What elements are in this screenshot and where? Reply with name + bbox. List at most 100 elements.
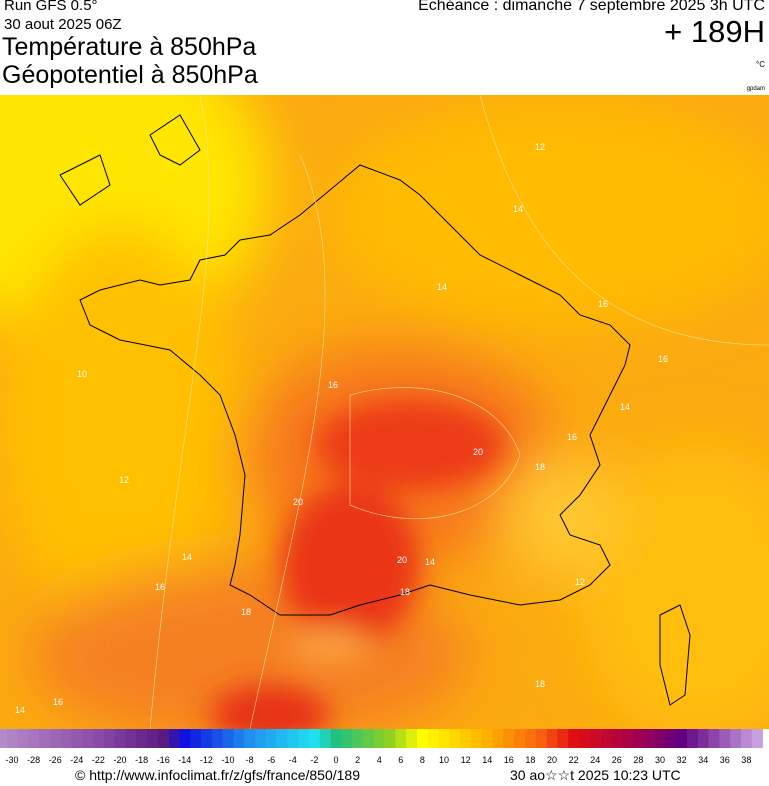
colorbar-tick-label: 12 (461, 755, 471, 765)
colorbar-tick-label: 0 (333, 755, 338, 765)
colorbar-cell (611, 729, 623, 748)
colorbar-cell (157, 729, 169, 748)
lead-time: + 189H (664, 14, 765, 49)
colorbar-cell (622, 729, 634, 748)
colorbar-cell (276, 729, 288, 748)
colorbar-cell (60, 729, 72, 748)
colorbar-tick-label: 30 (655, 755, 665, 765)
echeance: Echéance : dimanche 7 septembre 2025 3h … (418, 0, 765, 14)
colorbar-cell (114, 729, 126, 748)
colorbar-cell (211, 729, 223, 748)
colorbar-cell (481, 729, 493, 748)
colorbar-cell (298, 729, 310, 748)
contour-label: 18 (535, 679, 545, 689)
colorbar-tick-label: 20 (547, 755, 557, 765)
colorbar-cell (71, 729, 83, 748)
colorbar-cell (589, 729, 601, 748)
colorbar-tick-label: 26 (612, 755, 622, 765)
contour-label: 12 (575, 577, 585, 587)
colorbar-tick-label: -2 (310, 755, 318, 765)
colorbar-tick-label: 18 (525, 755, 535, 765)
colorbar-cell (352, 729, 364, 748)
colorbar-cell (633, 729, 645, 748)
contour (149, 95, 769, 729)
colorbar-cell (406, 729, 418, 748)
colorbar-cell (49, 729, 61, 748)
colorbar-cell (503, 729, 515, 748)
colorbar-tick-label: -14 (178, 755, 191, 765)
colorbar-cell (697, 729, 709, 748)
colorbar-tick-label: -28 (27, 755, 40, 765)
colorbar-cell (125, 729, 137, 748)
contour-label: 16 (328, 380, 338, 390)
colorbar-cell (39, 729, 51, 748)
title: Température à 850hPa (2, 33, 257, 61)
contour-label: 14 (620, 402, 630, 412)
colorbar-cell (514, 729, 526, 748)
colorbar-cell (233, 729, 245, 748)
colorbar-tick-label: -8 (246, 755, 254, 765)
colorbar-cell (319, 729, 331, 748)
source-url: © http://www.infoclimat.fr/z/gfs/france/… (75, 767, 360, 783)
field (0, 95, 769, 729)
colorbar-cell (535, 729, 547, 748)
colorbar-cell (719, 729, 731, 748)
colorbar-cell (730, 729, 742, 748)
contour-label: 14 (513, 204, 523, 214)
colorbar-cell (309, 729, 321, 748)
colorbar-tick-label: -16 (157, 755, 170, 765)
colorbar-cell (417, 729, 429, 748)
colorbar-cell (363, 729, 375, 748)
colorbar-tick-label: 14 (482, 755, 492, 765)
colorbar: -30 -28 -26 -24 -22 -20 -18 -16 -14 -12 -10 -8 -6 -4-… (0, 729, 763, 765)
contour-label: 16 (567, 432, 577, 442)
colorbar-cell (427, 729, 439, 748)
contour-label: 18 (241, 607, 251, 617)
colorbar-cell (147, 729, 159, 748)
colorbar-tick-label: 22 (569, 755, 579, 765)
contour-label: 12 (535, 142, 545, 152)
colorbar-cell (665, 729, 677, 748)
colorbar-cell (244, 729, 256, 748)
colorbar-tick-label: -26 (49, 755, 62, 765)
colorbar-cell (600, 729, 612, 748)
colorbar-tick-label: -18 (135, 755, 148, 765)
colorbar-cell (579, 729, 591, 748)
timestamp: 30 ao☆☆t 2025 10:23 UTC (510, 767, 681, 783)
colorbar-cell (708, 729, 720, 748)
title: Géopotentiel à 850hPa (2, 61, 258, 89)
colorbar-tick-label: 2 (355, 755, 360, 765)
colorbar-tick-label: 28 (633, 755, 643, 765)
colorbar-cell (168, 729, 180, 748)
contour-label: 14 (15, 705, 25, 715)
contour-label: 10 (77, 369, 87, 379)
colorbar-cell (93, 729, 105, 748)
contour-label: 20 (473, 447, 483, 457)
colorbar-tick-label: 8 (420, 755, 425, 765)
colorbar-cell (17, 729, 29, 748)
colorbar-tick-label: -4 (289, 755, 297, 765)
contour-label: 20 (397, 555, 407, 565)
colorbar-tick-label: 10 (439, 755, 449, 765)
colorbar-cell (103, 729, 115, 748)
colorbar-cell (82, 729, 94, 748)
colorbar-tick-label: -22 (92, 755, 105, 765)
contour-label: 14 (425, 557, 435, 567)
colorbar-cell (384, 729, 396, 748)
run: Run GFS 0.5° (4, 0, 98, 14)
contour-label: 16 (53, 697, 63, 707)
coastline (59, 114, 201, 206)
colorbar-cell (741, 729, 753, 748)
colorbar-cell (28, 729, 40, 748)
colorbar-cell (265, 729, 277, 748)
colorbar-cell (557, 729, 569, 748)
colorbar-tick-label: -20 (113, 755, 126, 765)
colorbar-tick-label: -12 (200, 755, 213, 765)
colorbar-cell (287, 729, 299, 748)
colorbar-cell (0, 729, 7, 748)
run-date: 30 aout 2025 06Z (4, 16, 122, 33)
contour-label: 12 (119, 475, 129, 485)
colorbar-cell (654, 729, 666, 748)
colorbar-tick-label: -6 (267, 755, 275, 765)
coastline (79, 164, 631, 616)
